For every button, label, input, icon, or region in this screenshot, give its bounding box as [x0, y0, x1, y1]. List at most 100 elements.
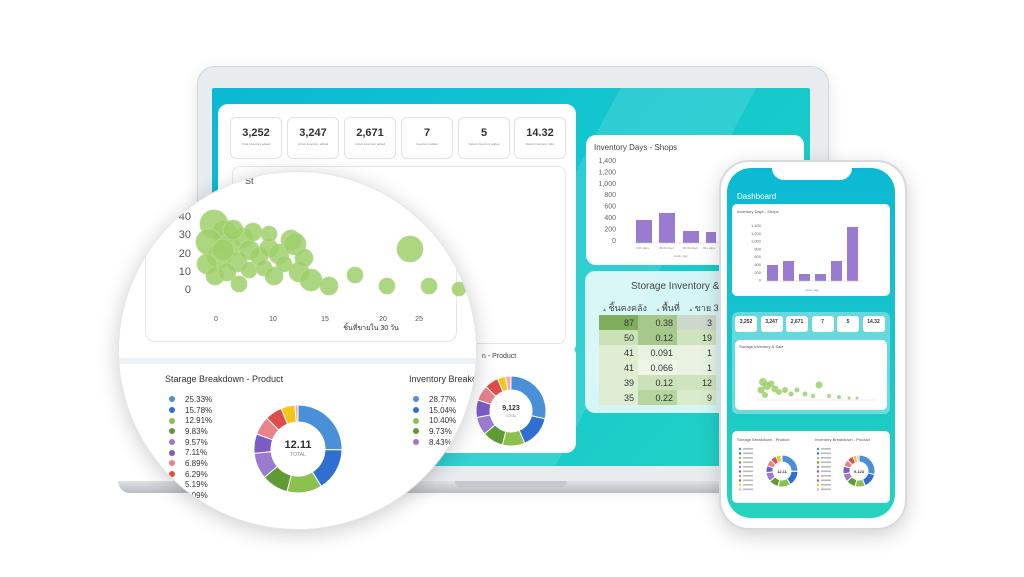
donut-slice[interactable]: [780, 454, 783, 463]
scatter-point[interactable]: [222, 219, 244, 241]
legend-item[interactable]: 12.91%: [169, 415, 212, 426]
scatter-point[interactable]: [275, 255, 293, 273]
legend-dot: [816, 483, 820, 487]
scatter-point[interactable]: [294, 248, 314, 268]
chart-bar: [767, 265, 778, 281]
legend-item[interactable]: 1.09%: [169, 490, 212, 501]
scatter-point[interactable]: [827, 394, 831, 398]
scatter-point[interactable]: [767, 380, 775, 388]
legend-item[interactable]: 9.73%: [413, 426, 456, 437]
table-row[interactable]: 50 0.12 19: [599, 330, 716, 345]
legend-label-placeholder: [821, 457, 831, 459]
phone-kpi[interactable]: 3,247: [760, 316, 783, 332]
kpi-card[interactable]: 2,671 Active inventory added: [344, 117, 396, 159]
legend-dot: [738, 483, 742, 487]
table-row[interactable]: 41 0.091 1: [599, 345, 716, 360]
legend-dot: [816, 474, 820, 478]
kpi-value: 5: [480, 127, 488, 139]
kpi-label: Total inventory added: [241, 142, 271, 146]
legend-item[interactable]: 28.77%: [413, 394, 456, 405]
scatter-point[interactable]: [346, 266, 364, 284]
scatter-point[interactable]: [217, 262, 237, 282]
table-row[interactable]: 39 0.12 12: [599, 375, 716, 390]
scatter-point[interactable]: [811, 394, 815, 398]
col-header[interactable]: ชิ้นคงคลัง: [608, 303, 647, 313]
scatter-point[interactable]: [299, 268, 323, 292]
donut-slice[interactable]: [294, 404, 299, 423]
y-tick: 1,000: [751, 239, 762, 244]
scatter-point[interactable]: [855, 396, 859, 400]
phone-kpi[interactable]: 14.32: [862, 316, 885, 332]
table-row[interactable]: 41 0.066 1: [599, 360, 716, 375]
kpi-card[interactable]: 3,247 Active inventory added: [287, 117, 339, 159]
col-header[interactable]: พื้นที่: [661, 303, 680, 313]
table-cell: 39: [599, 375, 638, 390]
legend-label-placeholder: [743, 448, 753, 450]
legend-label-placeholder: [821, 488, 831, 491]
legend-item[interactable]: 9.57%: [169, 437, 212, 448]
scatter-point[interactable]: [757, 386, 765, 394]
scatter-point[interactable]: [782, 387, 788, 393]
donut-slice[interactable]: [855, 454, 860, 463]
table-row[interactable]: 35 0.22 9: [599, 390, 716, 405]
legend-item[interactable]: 15.78%: [169, 405, 212, 416]
donut-slice[interactable]: [510, 375, 547, 420]
kpi-card[interactable]: 14.32 Defect inventory 10m: [514, 117, 566, 159]
legend-item[interactable]: 6.29%: [169, 469, 212, 480]
scatter-point[interactable]: [451, 281, 467, 297]
legend-label-placeholder: [743, 488, 753, 491]
legend-item[interactable]: 10.40%: [413, 415, 456, 426]
legend-item[interactable]: 5.19%: [169, 480, 212, 491]
table-row[interactable]: 87 0.38 3: [599, 315, 716, 330]
section-divider: [119, 358, 476, 364]
legend-dot: [169, 492, 175, 499]
phone-inventory-card: Inventory Days - Shops 1,400 1,200 1,000 80…: [732, 204, 890, 296]
legend-item[interactable]: 15.04%: [413, 405, 456, 416]
legend-item[interactable]: 25.33%: [169, 394, 212, 405]
col-header[interactable]: ขาย 30: [694, 303, 724, 313]
legend-label: 12.91%: [185, 416, 213, 426]
card-title: Inventory Days - Shops: [737, 209, 779, 214]
scatter-point[interactable]: [802, 391, 808, 397]
scatter-point[interactable]: [762, 392, 768, 398]
legend-item[interactable]: 7.11%: [169, 447, 212, 458]
legend-item[interactable]: 9.83%: [169, 426, 212, 437]
donut-slice[interactable]: [504, 375, 512, 391]
legend-dot: [413, 417, 419, 424]
phone-screen: Dashboard Inventory Days - Shops 1,400 1,…: [727, 168, 895, 518]
legend-label: 15.04%: [429, 405, 457, 415]
legend-dot: [738, 461, 742, 464]
phone-kpi[interactable]: 5: [837, 316, 859, 332]
scatter-point[interactable]: [230, 275, 248, 293]
scatter-point[interactable]: [788, 391, 794, 397]
scatter-point[interactable]: [378, 277, 396, 295]
phone-kpi[interactable]: 2,671: [786, 316, 808, 332]
phone-kpi[interactable]: 3,252: [735, 316, 757, 332]
kpi-card[interactable]: 7 Inventory added: [401, 117, 453, 159]
scatter-point[interactable]: [776, 389, 782, 395]
kpi-label: Defect inventory added: [468, 142, 500, 146]
scatter-point[interactable]: [264, 266, 284, 286]
y-tick: 400: [754, 262, 761, 267]
scatter-point[interactable]: [847, 396, 851, 400]
scatter-point[interactable]: [211, 238, 235, 262]
scatter-point[interactable]: [319, 276, 339, 296]
legend-dot: [816, 452, 820, 455]
scatter-point[interactable]: [815, 381, 823, 389]
scatter-point[interactable]: [243, 222, 263, 242]
legend-dot: [816, 456, 820, 460]
scatter-point[interactable]: [837, 395, 841, 399]
scatter-point[interactable]: [240, 261, 258, 279]
inventory-breakdown-title-fragment: Inventory Breakdown: [409, 374, 477, 384]
kpi-card[interactable]: 3,252 Total inventory added: [230, 117, 282, 159]
phone-kpi[interactable]: 7: [811, 316, 834, 332]
legend-dot: [169, 449, 175, 456]
legend-item[interactable]: 6.89%: [169, 458, 212, 469]
kpi-value: 3,252: [242, 127, 270, 139]
kpi-card[interactable]: 5 Defect inventory added: [458, 117, 510, 159]
scatter-point[interactable]: [794, 387, 800, 393]
legend-item[interactable]: 8.43%: [413, 437, 456, 448]
scatter-point[interactable]: [396, 235, 424, 263]
scatter-point[interactable]: [260, 225, 278, 243]
scatter-point[interactable]: [420, 277, 438, 295]
